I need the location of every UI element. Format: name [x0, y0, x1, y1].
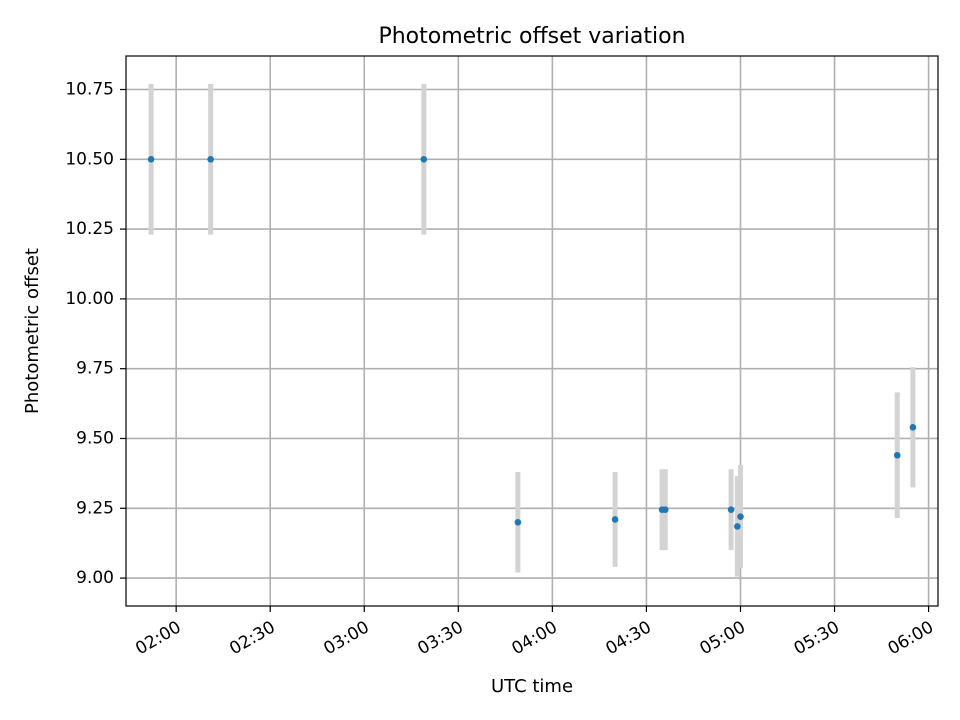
y-axis-ticks: 9.00 9.25 9.50 9.75 10.00 10.25 10.50 10.75	[65, 80, 126, 588]
data-point	[727, 506, 735, 513]
data-point	[737, 513, 744, 520]
data-points	[147, 155, 917, 530]
chart-title: Photometric offset variation	[378, 24, 685, 49]
y-tick-label: 10.50	[65, 149, 114, 169]
y-tick-label: 10.00	[65, 289, 114, 309]
data-point	[611, 516, 619, 523]
data-point	[734, 523, 741, 530]
data-point	[909, 424, 917, 431]
y-tick-label: 10.25	[65, 219, 114, 239]
y-tick-label: 10.75	[65, 80, 114, 100]
data-point	[893, 451, 901, 459]
y-tick-label: 9.25	[76, 498, 114, 518]
data-point	[147, 155, 155, 163]
y-tick-label: 9.00	[76, 568, 114, 588]
data-point	[661, 506, 669, 513]
y-axis-label: Photometric offset	[22, 248, 43, 414]
y-tick-label: 9.50	[76, 428, 114, 448]
x-axis-label: UTC time	[491, 676, 573, 697]
data-point	[420, 155, 428, 163]
plot-frame	[125, 55, 939, 607]
data-point	[207, 155, 214, 163]
grid-lines	[126, 56, 938, 606]
data-point	[514, 518, 522, 526]
y-tick-label: 9.75	[76, 359, 114, 379]
